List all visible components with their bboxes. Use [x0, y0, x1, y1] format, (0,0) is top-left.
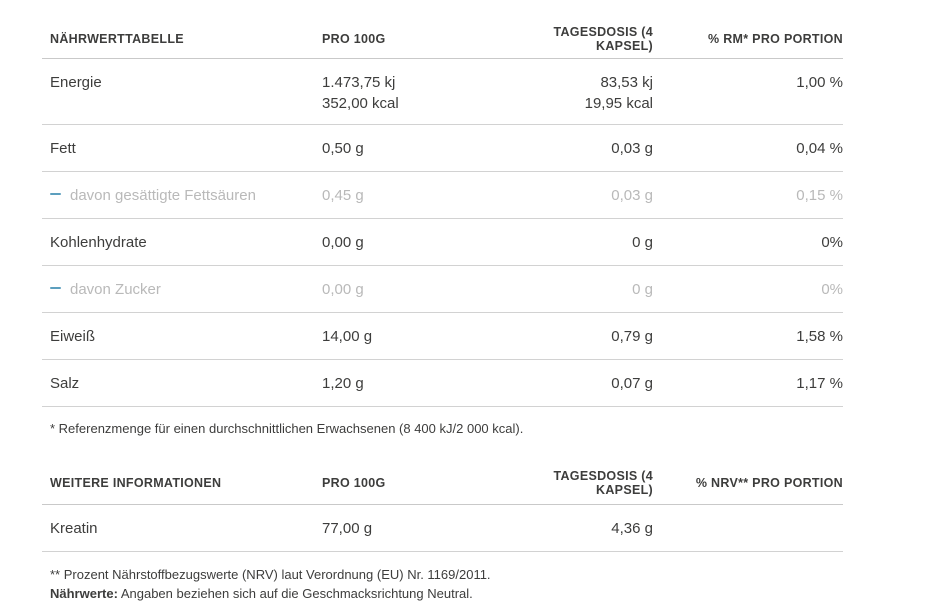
nutrition-table: NÄHRWERTTABELLE PRO 100G TAGESDOSIS (4 K…: [42, 20, 843, 407]
row-per-100g: 14,00 g: [322, 328, 373, 345]
nrv-footnote: ** Prozent Nährstoffbezugswerte (NRV) la…: [50, 567, 491, 582]
sub-row-label: davon Zucker: [70, 281, 161, 298]
row-percent: 0,04 %: [796, 140, 843, 157]
header-daily-dose: TAGESDOSIS (4 KAPSEL): [553, 469, 653, 497]
row-per-100g: 1.473,75 kj 352,00 kcal: [322, 72, 512, 114]
row-label: Energie: [50, 74, 102, 91]
value-kcal: 19,95 kcal: [584, 95, 653, 112]
additional-table-header-row: WEITERE INFORMATIONEN PRO 100G TAGESDOSI…: [42, 462, 843, 505]
table-row-kreatin: Kreatin 77,00 g 4,36 g: [42, 505, 843, 552]
row-label: Fett: [50, 140, 76, 157]
reference-amount-footnote: * Referenzmenge für einen durchschnittli…: [50, 421, 524, 436]
value-kj: 1.473,75 kj: [322, 74, 396, 91]
row-daily-dose: 0 g: [632, 281, 653, 298]
additional-info-table: WEITERE INFORMATIONEN PRO 100G TAGESDOSI…: [42, 462, 843, 552]
flavor-footnote-label: Nährwerte:: [50, 586, 118, 601]
header-nutrition-table: NÄHRWERTTABELLE: [50, 32, 184, 46]
row-daily-dose: 83,53 kj 19,95 kcal: [512, 72, 653, 114]
table-row-fett: Fett 0,50 g 0,03 g 0,04 %: [42, 125, 843, 172]
row-daily-dose: 0,03 g: [611, 187, 653, 204]
row-label: Kohlenhydrate: [50, 234, 147, 251]
row-percent: 0%: [821, 281, 843, 298]
value-kj: 83,53 kj: [600, 74, 653, 91]
table-subrow-gesaettigte-fettsaeuren: davon gesättigte Fettsäuren 0,45 g 0,03 …: [42, 172, 843, 219]
sub-row-label: davon gesättigte Fettsäuren: [70, 187, 256, 204]
row-daily-dose: 0,03 g: [611, 140, 653, 157]
row-daily-dose: 0 g: [632, 234, 653, 251]
row-label: davon Zucker: [42, 279, 322, 300]
row-per-100g: 0,00 g: [322, 281, 364, 298]
table-row-eiweiss: Eiweiß 14,00 g 0,79 g 1,58 %: [42, 313, 843, 360]
row-per-100g: 0,00 g: [322, 234, 364, 251]
sub-row-dash-icon: [50, 287, 61, 290]
row-label: Eiweiß: [50, 328, 96, 345]
row-percent: 0,15 %: [796, 187, 843, 204]
header-per-100g: PRO 100G: [322, 476, 386, 490]
nutrition-sheet: NÄHRWERTTABELLE PRO 100G TAGESDOSIS (4 K…: [42, 0, 843, 603]
row-label: Kreatin: [50, 520, 98, 537]
table-row-energie: Energie 1.473,75 kj 352,00 kcal 83,53 kj…: [42, 59, 843, 125]
table-row-salz: Salz 1,20 g 0,07 g 1,17 %: [42, 360, 843, 407]
sub-row-dash-icon: [50, 193, 61, 196]
row-per-100g: 77,00 g: [322, 520, 373, 537]
row-per-100g: 1,20 g: [322, 375, 364, 392]
row-percent: 1,58 %: [796, 328, 843, 345]
table-subrow-zucker: davon Zucker 0,00 g 0 g 0%: [42, 266, 843, 313]
row-percent: 1,17 %: [796, 375, 843, 392]
bottom-footnotes: ** Prozent Nährstoffbezugswerte (NRV) la…: [50, 565, 843, 603]
row-per-100g: 0,50 g: [322, 140, 364, 157]
row-label: Salz: [50, 375, 80, 392]
header-per-100g: PRO 100G: [322, 32, 386, 46]
flavor-footnote: Nährwerte: Angaben beziehen sich auf die…: [50, 584, 843, 603]
flavor-footnote-text: Angaben beziehen sich auf die Geschmacks…: [120, 586, 473, 601]
row-per-100g: 0,45 g: [322, 187, 364, 204]
nutrition-table-header-row: NÄHRWERTTABELLE PRO 100G TAGESDOSIS (4 K…: [42, 20, 843, 59]
row-daily-dose: 0,79 g: [611, 328, 653, 345]
row-daily-dose: 0,07 g: [611, 375, 653, 392]
row-label: davon gesättigte Fettsäuren: [42, 185, 322, 206]
row-percent: 1,00 %: [796, 74, 843, 91]
table-row-kohlenhydrate: Kohlenhydrate 0,00 g 0 g 0%: [42, 219, 843, 266]
row-daily-dose: 4,36 g: [611, 520, 653, 537]
header-percent-nrv: % NRV** PRO PORTION: [695, 476, 843, 490]
header-weitere-informationen: WEITERE INFORMATIONEN: [50, 476, 222, 490]
value-kcal: 352,00 kcal: [322, 95, 399, 112]
header-percent-rm: % RM* PRO PORTION: [708, 32, 843, 46]
row-percent: 0%: [821, 234, 843, 251]
header-daily-dose: TAGESDOSIS (4 KAPSEL): [553, 25, 653, 53]
